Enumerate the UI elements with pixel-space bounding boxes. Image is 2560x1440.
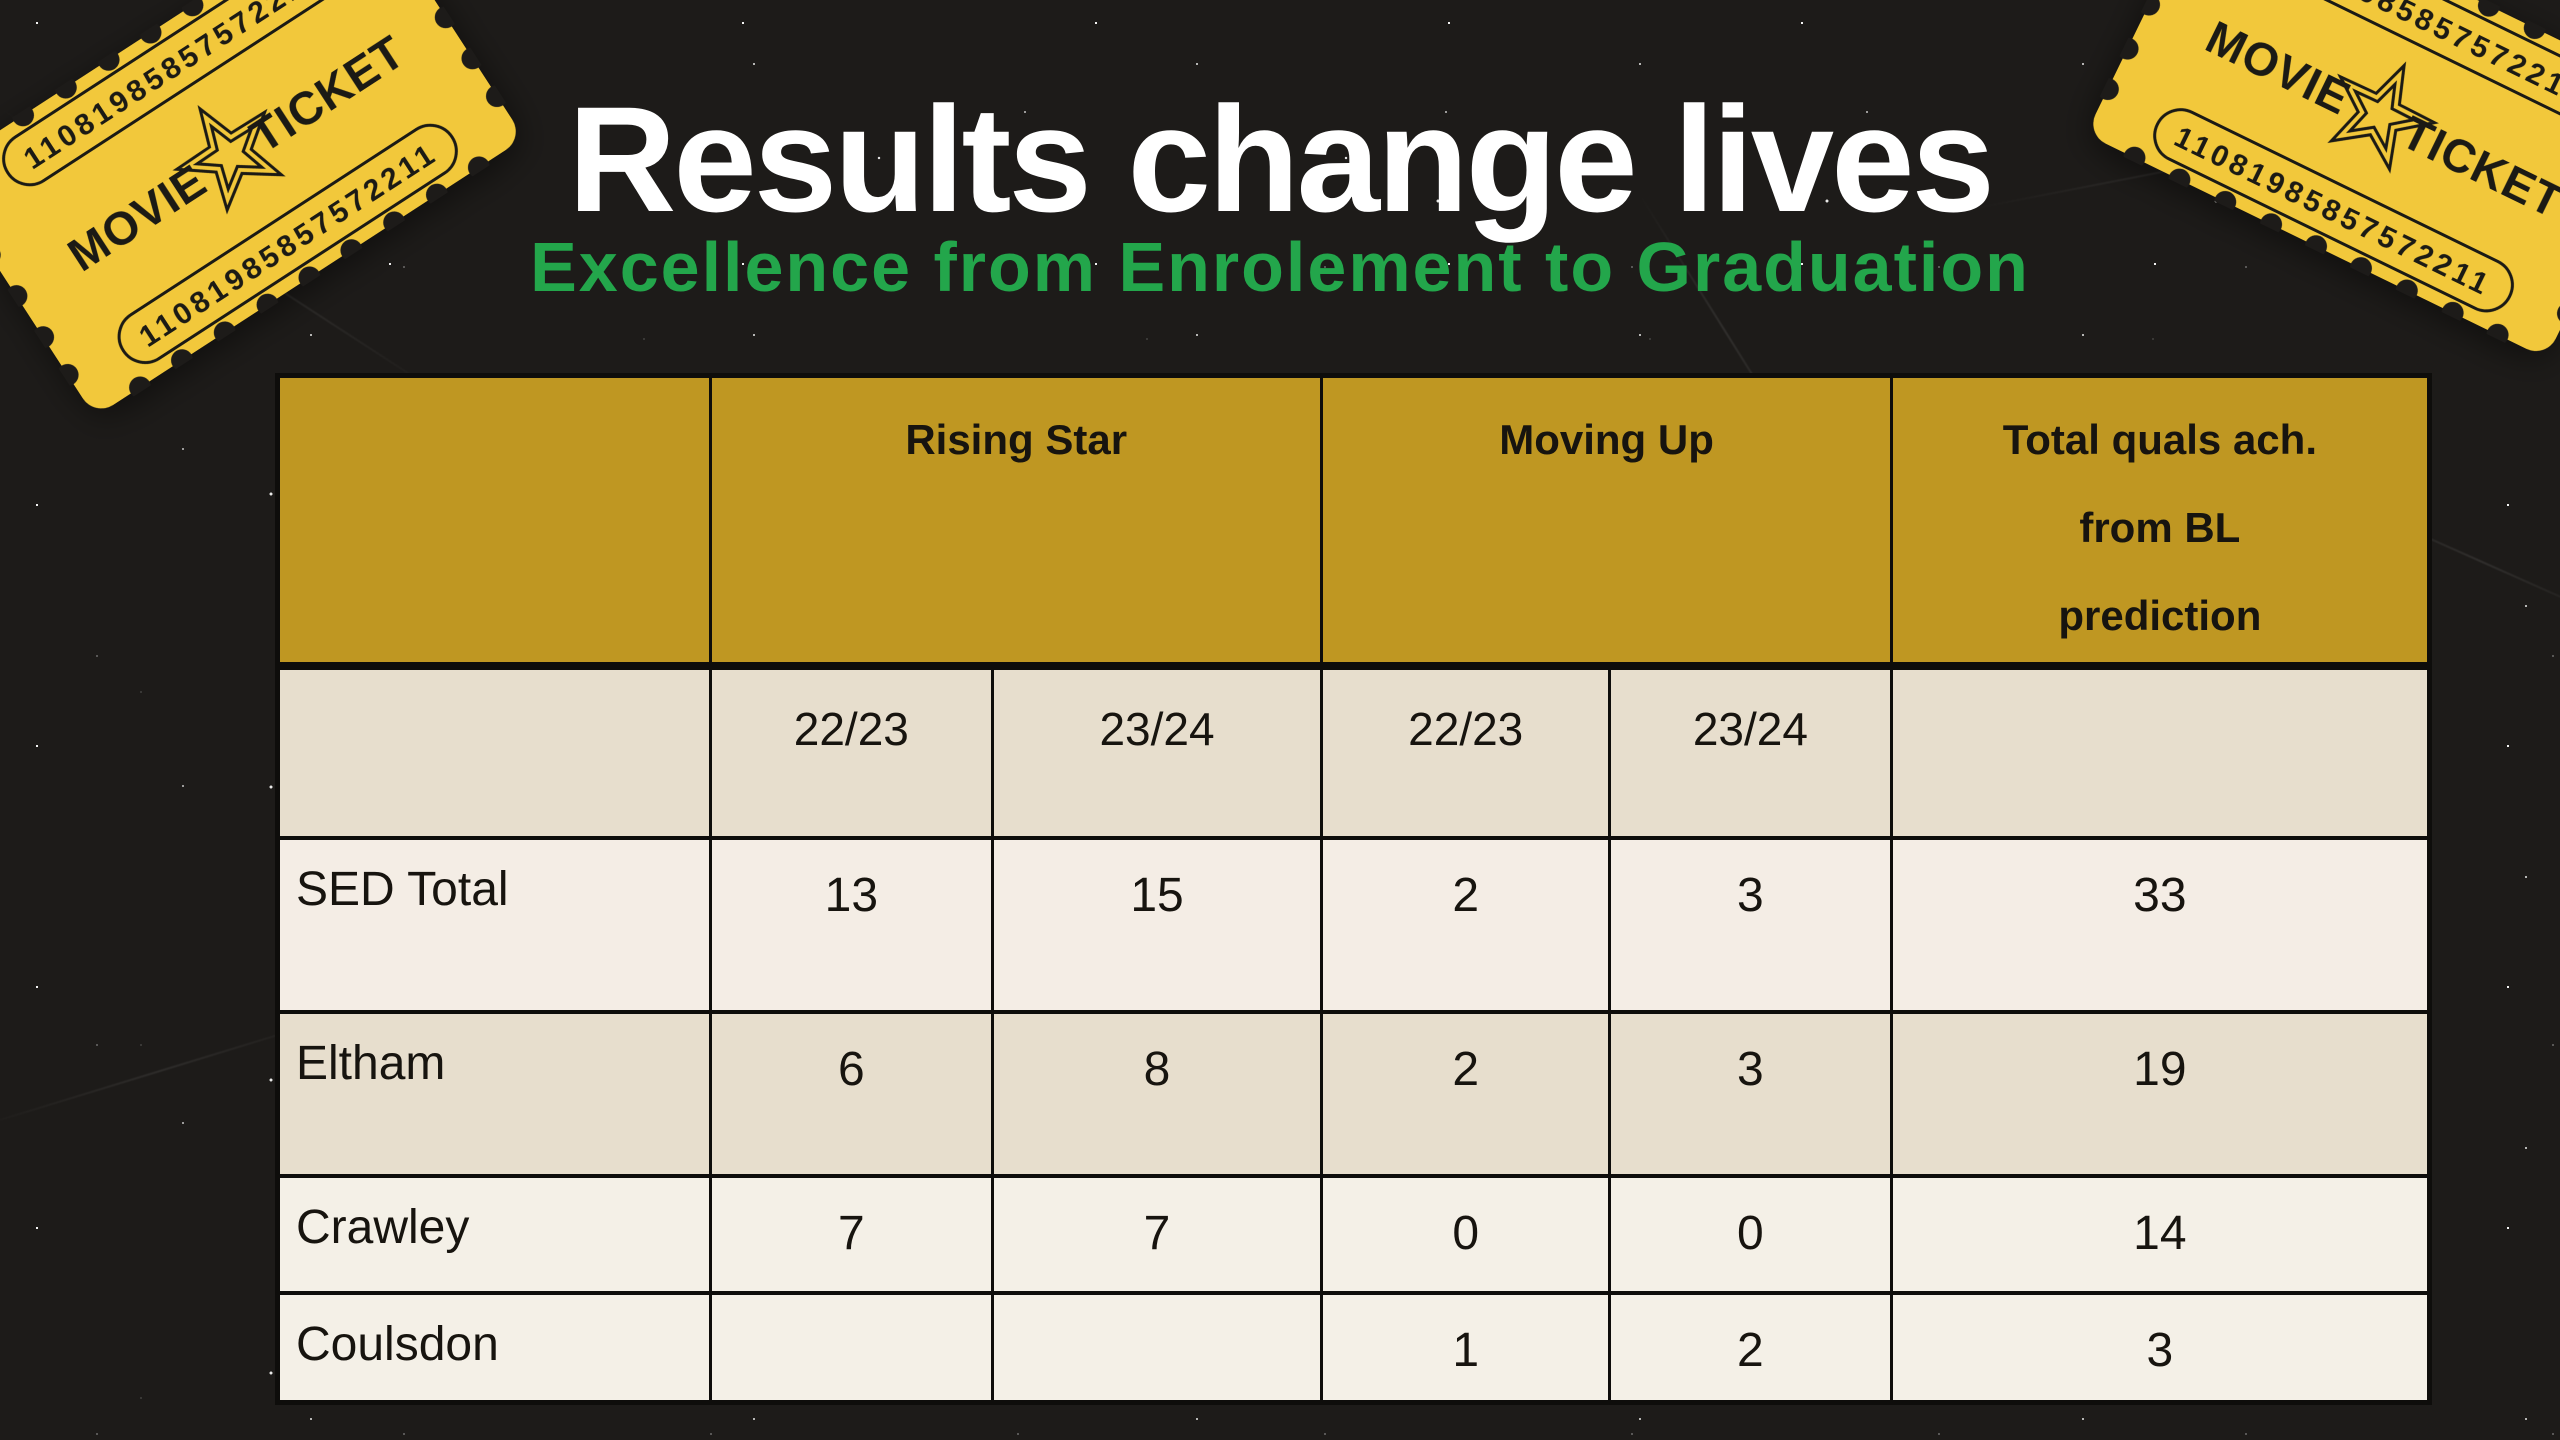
table-cell: 8 [990,1009,1324,1178]
table-cell: 3 [1889,1290,2432,1405]
row-label: Coulsdon [276,1290,712,1405]
header-cell-blank [276,373,712,670]
subheader-blank [1889,663,2432,840]
table-header-row: Rising Star Moving Up Total quals ach. f… [276,373,2432,670]
ticket-star-icon [2327,61,2439,174]
table-cell: 14 [1889,1173,2432,1295]
table-row-eltham: Eltham 6 8 2 3 19 [276,1009,2432,1178]
row-label: Crawley [276,1173,712,1295]
table-cell: 3 [1608,835,1893,1014]
table-cell: 0 [1320,1173,1612,1295]
table-cell: 6 [709,1009,994,1178]
table-cell: 2 [1320,835,1612,1014]
table-cell [990,1290,1324,1405]
table-cell: 3 [1608,1009,1893,1178]
col-header-rising-star: Rising Star [708,373,1324,670]
table-cell: 2 [1320,1009,1612,1178]
row-label: SED Total [276,835,712,1014]
table-subheader-row: 22/23 23/24 22/23 23/24 [276,663,2432,840]
page-subtitle: Excellence from Enrolement to Graduation [530,228,2030,306]
page-title: Results change lives [568,75,1995,243]
col-header-moving-up: Moving Up [1320,373,1893,670]
subheader-blank [276,663,712,840]
table-cell: 7 [709,1173,994,1295]
table-cell: 2 [1608,1290,1893,1405]
table-cell: 13 [709,835,994,1014]
table-row-sed-total: SED Total 13 15 2 3 33 [276,835,2432,1014]
ticket-notches [0,0,508,399]
col-header-total-quals: Total quals ach. from BL prediction [1889,373,2432,670]
table-cell: 15 [990,835,1324,1014]
table-cell: 7 [990,1173,1324,1295]
table-row-coulsdon: Coulsdon 1 2 3 [276,1290,2432,1405]
subheader-rising-2223: 22/23 [709,663,994,840]
slide-header: Results change lives Excellence from Enr… [0,0,2560,302]
table-cell: 33 [1889,835,2432,1014]
subheader-moving-2324: 23/24 [1608,663,1893,840]
table-cell: 19 [1889,1009,2432,1178]
row-label: Eltham [276,1009,712,1178]
subheader-rising-2324: 23/24 [990,663,1324,840]
subheader-moving-2223: 22/23 [1320,663,1612,840]
results-table: Rising Star Moving Up Total quals ach. f… [275,373,2432,1406]
table-cell [709,1290,994,1405]
table-row-crawley: Crawley 7 7 0 0 14 [276,1173,2432,1295]
table-cell: 0 [1608,1173,1893,1295]
ticket-star-icon [172,105,286,215]
table-cell: 1 [1320,1290,1612,1405]
